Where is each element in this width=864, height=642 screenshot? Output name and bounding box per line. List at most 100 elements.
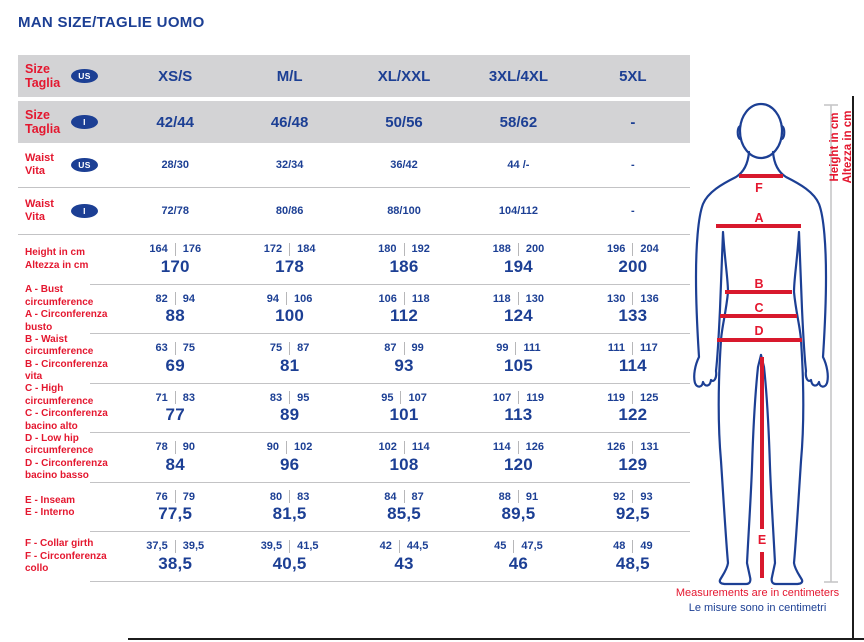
measure-row: C - High circumference C - Circonferenza… <box>18 383 690 434</box>
range-divider <box>632 341 634 355</box>
waist-value-cell: 32/34 <box>275 159 304 171</box>
range-divider <box>174 440 176 454</box>
range-pair: 94 106 <box>232 292 346 306</box>
range-low: 172 <box>263 243 283 256</box>
range-pair: 92 93 <box>576 490 690 504</box>
size-value: 114 <box>618 355 647 375</box>
range-high: 126 <box>525 441 544 454</box>
range-divider <box>289 490 291 504</box>
measure-cell: 99 111 105 <box>461 341 575 376</box>
measurement-note-it: Le misure sono in centimetri <box>688 602 827 614</box>
range-pair: 63 75 <box>118 341 232 355</box>
waist-value-cell: 28/30 <box>161 159 189 171</box>
range-pair: 88 91 <box>461 490 575 504</box>
size-value: 194 <box>503 256 533 276</box>
range-high: 119 <box>526 391 544 404</box>
measure-row: F - Collar girth F - Circonferenza collo… <box>18 532 690 582</box>
range-divider <box>632 292 634 306</box>
range-high: 79 <box>182 490 195 503</box>
measure-row-label: Height in cm Altezza in cm <box>25 247 89 271</box>
measure-cell: 75 87 81 <box>232 341 346 376</box>
range-pair: 37,5 39,5 <box>118 539 232 553</box>
left-ear <box>736 124 742 141</box>
range-divider <box>517 292 519 306</box>
range-high: 106 <box>294 292 313 305</box>
measure-cell: 78 90 84 <box>118 440 232 475</box>
measurement-lines <box>716 174 802 578</box>
waist-value-cell: 88/100 <box>387 205 421 217</box>
measure-cell: 80 83 81,5 <box>232 490 346 524</box>
region-badge-i: I <box>71 204 98 218</box>
range-divider <box>403 490 405 504</box>
range-low: 87 <box>384 342 397 355</box>
measure-cell: 87 99 93 <box>347 341 461 376</box>
size-value: 105 <box>503 355 533 375</box>
range-high: 99 <box>411 342 424 355</box>
measure-cell: 76 79 77,5 <box>118 490 232 524</box>
size-value-cell: M/L <box>276 67 303 85</box>
range-divider <box>632 490 634 504</box>
size-value-cell: 50/56 <box>385 113 423 131</box>
label-F: F <box>755 181 763 195</box>
range-divider <box>632 440 634 454</box>
measure-cell: 63 75 69 <box>118 341 232 376</box>
measure-row: D - Low hip circumference D - Circonfere… <box>18 433 690 483</box>
range-pair: 80 83 <box>232 490 346 504</box>
range-high: 49 <box>640 540 653 553</box>
range-low: 83 <box>269 391 283 404</box>
range-pair: 42 44,5 <box>347 539 461 553</box>
size-header-row: Size Taglia I 42/44 46/48 50/56 58/62 - <box>18 101 690 143</box>
measure-row: B - Waist circumference B - Circonferenz… <box>18 334 690 384</box>
size-value: 124 <box>503 306 533 326</box>
range-pair: 196 204 <box>576 242 690 256</box>
measure-cell: 39,5 41,5 40,5 <box>232 539 346 574</box>
range-low: 107 <box>492 391 512 404</box>
measure-cell: 45 47,5 46 <box>461 539 575 574</box>
range-high: 87 <box>411 490 424 503</box>
range-divider <box>403 242 405 256</box>
size-value-cell: XL/XXL <box>377 67 431 85</box>
range-low: 82 <box>155 292 168 305</box>
range-low: 118 <box>492 292 511 305</box>
range-low: 111 <box>607 342 626 355</box>
measure-cell: 88 91 89,5 <box>461 490 575 524</box>
measure-cell: 90 102 96 <box>232 440 346 475</box>
label-E: E <box>758 533 766 547</box>
range-low: 164 <box>149 243 168 256</box>
size-value: 178 <box>275 256 305 276</box>
size-value: 186 <box>389 256 419 276</box>
measure-cell: 92 93 92,5 <box>576 490 690 524</box>
size-value: 200 <box>618 256 648 276</box>
measure-cell: 37,5 39,5 38,5 <box>118 539 232 574</box>
size-value: 81,5 <box>272 504 307 524</box>
size-value: 92,5 <box>615 504 650 524</box>
height-axis <box>824 104 838 583</box>
waist-row: Waist Vita I 72/78 80/86 88/100 104/112 - <box>18 188 690 235</box>
measurement-note: Measurements are in centimeters Le misur… <box>645 586 864 616</box>
range-high: 39,5 <box>182 540 205 553</box>
size-value: 89,5 <box>501 504 536 524</box>
range-low: 119 <box>607 391 626 404</box>
range-low: 37,5 <box>146 540 168 553</box>
range-high: 87 <box>297 342 310 355</box>
measure-row-label: D - Low hip circumference D - Circonfere… <box>25 432 108 482</box>
range-divider <box>289 341 291 355</box>
range-pair: 102 114 <box>347 440 461 454</box>
body-left <box>693 150 763 586</box>
range-divider <box>286 292 288 306</box>
badge-zone: I <box>71 115 118 129</box>
label-A: A <box>754 211 763 225</box>
region-badge-us: US <box>71 158 98 172</box>
range-high: 91 <box>525 490 539 503</box>
size-value: 46 <box>508 553 529 573</box>
range-divider <box>174 242 176 256</box>
range-low: 76 <box>155 490 168 503</box>
range-pair: 107 119 <box>461 391 575 405</box>
range-low: 75 <box>269 342 283 355</box>
range-low: 39,5 <box>260 540 283 553</box>
size-value-cell: 5XL <box>619 67 647 85</box>
range-pair: 39,5 41,5 <box>232 539 346 553</box>
range-pair: 82 94 <box>118 292 232 306</box>
body-outline <box>693 102 829 586</box>
